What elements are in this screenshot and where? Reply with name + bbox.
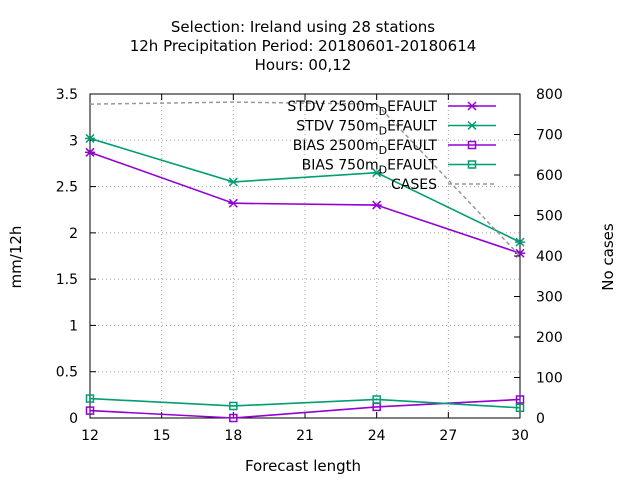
tick-labels: 12 15 18 21 24 27 3000.511.522.533.50100200300…: [56, 87, 563, 444]
legend-subscript: D: [379, 144, 387, 157]
legend-label: BIAS 750mDEFAULT: [302, 158, 438, 177]
data-point: [228, 177, 239, 187]
legend-label: CASES: [391, 177, 437, 193]
y2-tick-label: 500: [536, 209, 563, 225]
legend-suffix: EFAULT: [387, 99, 437, 115]
legend-name: CASES: [391, 177, 437, 193]
series-line: [89, 151, 521, 254]
y2-tick-label: 100: [536, 371, 563, 387]
data-point: [85, 406, 95, 415]
y-tick-label: 3.5: [56, 87, 78, 103]
series-line: [89, 137, 521, 243]
y-tick-label: 2: [69, 226, 78, 242]
y-tick-label: 0: [69, 411, 78, 427]
y2-axis-label: No cases: [599, 223, 617, 291]
chart-title-line1: Selection: Ireland using 28 stations: [171, 18, 435, 36]
data-point: [229, 413, 238, 423]
y2-tick-label: 400: [536, 249, 563, 265]
x-tick-label: 27: [439, 428, 457, 444]
data-point: [85, 394, 95, 403]
x-tick-label: 24: [368, 428, 386, 444]
data-point: [515, 237, 525, 247]
legend-marker: [467, 101, 477, 111]
legend-label: STDV 750mDEFAULT: [296, 119, 437, 138]
legend-suffix: EFAULT: [387, 158, 437, 174]
legend-subscript: D: [379, 164, 387, 177]
legend-marker: [467, 120, 477, 131]
x-axis-label: Forecast length: [245, 457, 361, 475]
data-point: [85, 133, 95, 143]
legend-name: STDV 750m: [296, 119, 378, 135]
legend-name: BIAS 750m: [302, 158, 379, 174]
legend-subscript: D: [379, 105, 387, 118]
x-tick-label: 18: [224, 428, 242, 444]
legend-name: BIAS 2500m: [293, 138, 379, 154]
data-point: [85, 147, 95, 157]
legend-suffix: EFAULT: [387, 138, 437, 154]
legend-name: STDV 2500m: [287, 99, 378, 115]
y2-tick-label: 0: [536, 411, 545, 427]
legend-marker: [467, 140, 477, 150]
y2-tick-label: 200: [536, 330, 563, 346]
legend-subscript: D: [379, 125, 387, 138]
y-tick-label: 1: [69, 318, 78, 334]
data-point: [229, 401, 238, 411]
data-point: [371, 168, 382, 178]
data-point: [515, 403, 525, 413]
y-tick-label: 1.5: [56, 272, 78, 288]
y-axis-label: mm/12h: [7, 226, 25, 289]
x-tick-label: 12: [81, 428, 99, 444]
series-line: [89, 397, 521, 409]
y-tick-label: 2.5: [56, 180, 78, 196]
plot-area: [85, 101, 525, 423]
data-point: [515, 395, 525, 404]
series-line: [89, 101, 521, 257]
x-tick-label: 21: [296, 428, 314, 444]
data-point: [228, 198, 239, 208]
legend-label: STDV 2500mDEFAULT: [287, 99, 437, 118]
x-tick-label: 15: [153, 428, 171, 444]
y2-tick-label: 800: [536, 87, 563, 103]
plot-frame: [89, 93, 521, 419]
y-tick-label: 3: [69, 133, 78, 149]
data-point: [371, 200, 382, 210]
y2-tick-label: 600: [536, 168, 563, 184]
chart-title-line3: Hours: 00,12: [255, 56, 352, 74]
y-tick-label: 0.5: [56, 365, 78, 381]
x-tick-label: 30: [511, 428, 529, 444]
legend-suffix: EFAULT: [387, 119, 437, 135]
chart-title-line2: 12h Precipitation Period: 20180601-20180…: [130, 37, 477, 55]
y2-tick-label: 300: [536, 290, 563, 306]
legend-marker: [467, 160, 477, 169]
y2-tick-label: 700: [536, 128, 563, 144]
axes: [89, 93, 521, 419]
data-point: [372, 395, 381, 404]
legend-label: BIAS 2500mDEFAULT: [293, 138, 438, 157]
